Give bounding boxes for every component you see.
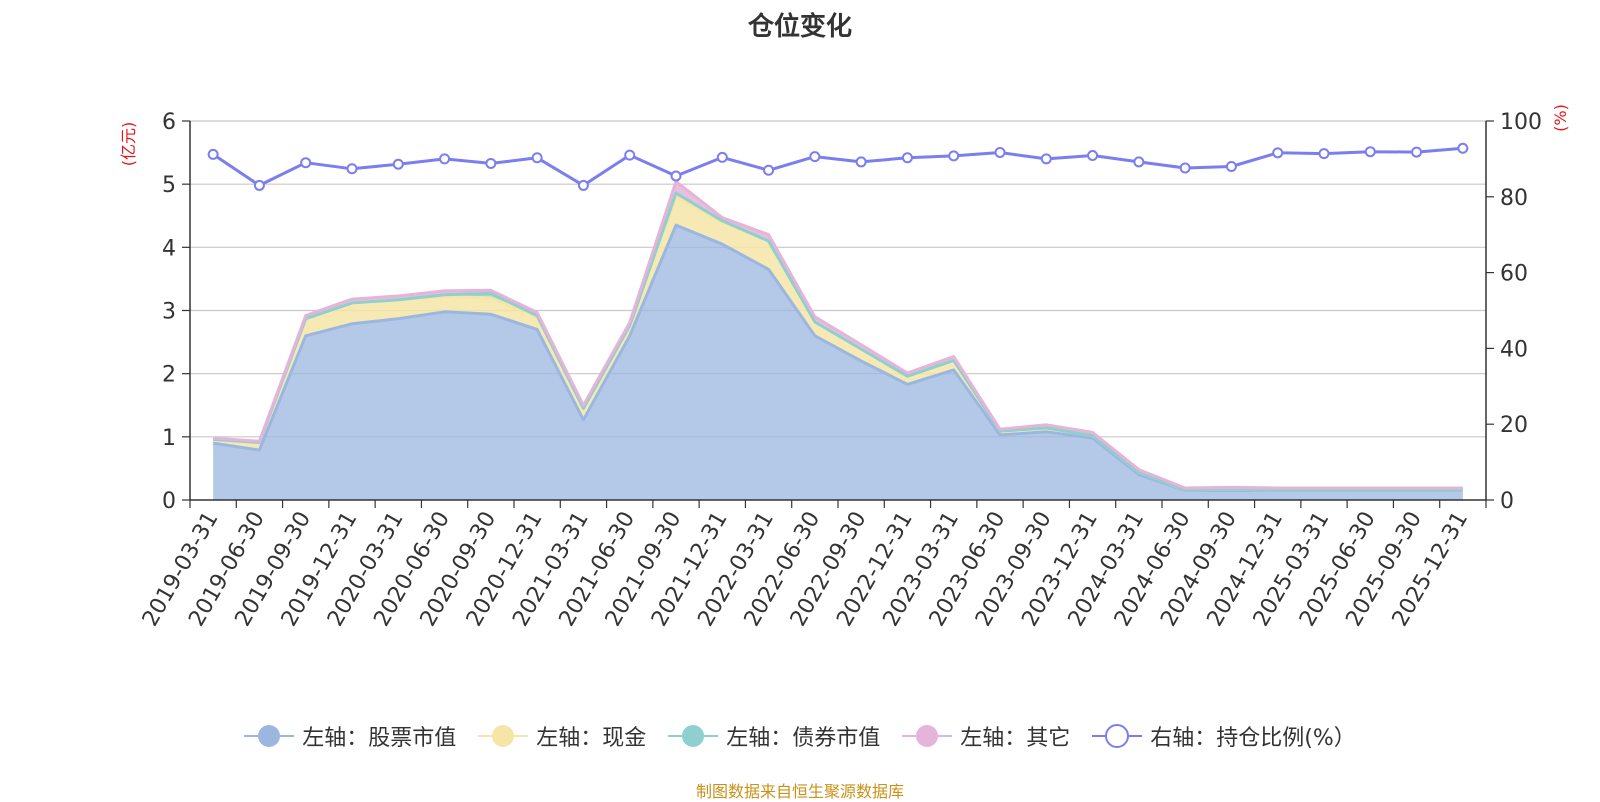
legend-marker-bond (668, 725, 719, 747)
legend: 左轴：股票市值 左轴：现金 左轴：债券市值 左轴：其它 右轴：持仓比例(%） (0, 720, 1600, 752)
ratio-point (300, 157, 312, 169)
right-axis-tick-label: 60 (1500, 262, 1528, 287)
ratio-point (439, 153, 451, 165)
area-series-1 (213, 196, 1463, 491)
legend-item-cash[interactable]: 左轴：现金 (478, 720, 646, 752)
ratio-point (994, 146, 1006, 158)
right-axis-unit: (%) (1551, 104, 1570, 132)
ratio-point (531, 152, 543, 164)
area-edge-series-2 (212, 191, 1463, 492)
legend-item-other[interactable]: 左轴：其它 (902, 720, 1070, 752)
left-axis-tick-label: 1 (162, 426, 176, 451)
area-edge-series-3 (212, 180, 1463, 490)
ratio-point (1457, 142, 1469, 154)
area-series-0 (213, 225, 1463, 500)
left-axis-tick-label: 4 (162, 236, 176, 261)
ratio-line-path (212, 146, 1464, 187)
legend-label-cash: 左轴：现金 (536, 726, 647, 751)
left-axis-tick-label: 5 (162, 173, 176, 198)
legend-item-stock[interactable]: 左轴：股票市值 (244, 720, 456, 752)
ratio-point (809, 151, 821, 163)
legend-item-bond[interactable]: 左轴：债券市值 (668, 720, 880, 752)
ratio-point (1225, 160, 1237, 172)
right-axis-tick-label: 40 (1500, 337, 1528, 362)
ratio-point (392, 158, 404, 170)
legend-label-ratio: 右轴：持仓比例(%） (1150, 726, 1356, 751)
legend-label-bond: 左轴：债券市值 (726, 726, 881, 751)
right-axis-tick-label: 0 (1500, 489, 1514, 514)
ratio-point (948, 150, 960, 162)
ratio-point (1179, 162, 1191, 174)
ratio-point (1087, 149, 1099, 161)
legend-label-stock: 左轴：股票市值 (302, 726, 457, 751)
ratio-point (577, 179, 589, 191)
legend-marker-ratio (1092, 724, 1143, 748)
right-axis-tick-label: 100 (1500, 110, 1542, 135)
left-axis-unit: (亿元) (119, 122, 138, 167)
ratio-point (346, 163, 358, 175)
ratio-point (624, 149, 636, 161)
ratio-point (1040, 153, 1052, 165)
stacked-areas (212, 180, 1463, 500)
ratio-point (1364, 146, 1376, 158)
right-axis-tick-label: 80 (1500, 186, 1528, 211)
ratio-point (207, 148, 219, 160)
ratio-point (1318, 148, 1330, 160)
legend-marker-other (902, 725, 953, 747)
ratio-point (763, 164, 775, 176)
ratio-point (253, 179, 265, 191)
left-axis-tick-label: 6 (162, 110, 176, 135)
chart-title: 仓位变化 (747, 12, 852, 42)
left-axis-tick-label: 0 (162, 489, 176, 514)
ratio-line (207, 142, 1469, 191)
legend-item-ratio[interactable]: 右轴：持仓比例(%） (1092, 720, 1356, 752)
legend-marker-cash (478, 725, 529, 747)
ratio-point (670, 170, 682, 182)
ratio-point (485, 157, 497, 169)
ratio-point (855, 156, 867, 168)
right-axis-tick-label: 20 (1500, 413, 1528, 438)
ratio-point (1411, 146, 1423, 158)
left-axis-tick-label: 3 (162, 300, 176, 325)
left-axis-tick-label: 2 (162, 363, 176, 388)
ratio-point (1272, 147, 1284, 159)
legend-label-other: 左轴：其它 (960, 726, 1071, 751)
data-source-note: 制图数据来自恒生聚源数据库 (695, 782, 904, 801)
legend-marker-stock (244, 725, 295, 747)
ratio-point (1133, 156, 1145, 168)
ratio-point (901, 152, 913, 164)
ratio-point (716, 151, 728, 163)
